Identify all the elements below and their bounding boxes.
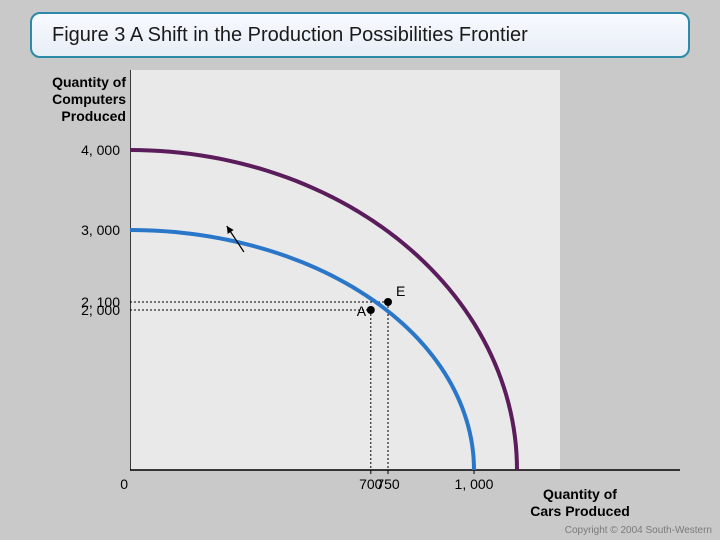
x-tick-label: 0	[108, 476, 128, 492]
figure-title-bar: Figure 3 A Shift in the Production Possi…	[30, 12, 690, 58]
y-axis-label-line: Quantity of	[52, 74, 126, 90]
chart-svg: AE	[130, 70, 690, 490]
y-axis-label-line: Produced	[61, 108, 126, 124]
x-tick-label: 1, 000	[449, 476, 499, 492]
y-axis-label-line: Computers	[52, 91, 126, 107]
x-tick-label: 750	[363, 476, 413, 492]
x-axis-label-line: Cars Produced	[530, 503, 630, 519]
y-tick-label: 3, 000	[60, 222, 120, 238]
y-tick-label: 2, 000	[60, 302, 120, 318]
y-axis-label: Quantity of Computers Produced	[30, 74, 126, 124]
copyright-text: Copyright © 2004 South-Western	[565, 525, 712, 536]
y-tick-label: 4, 000	[60, 142, 120, 158]
x-axis-label-line: Quantity of	[543, 486, 617, 502]
svg-text:A: A	[357, 303, 367, 319]
figure-title: Figure 3 A Shift in the Production Possi…	[52, 24, 528, 47]
x-axis-label: Quantity of Cars Produced	[500, 486, 660, 520]
svg-text:E: E	[396, 283, 405, 299]
